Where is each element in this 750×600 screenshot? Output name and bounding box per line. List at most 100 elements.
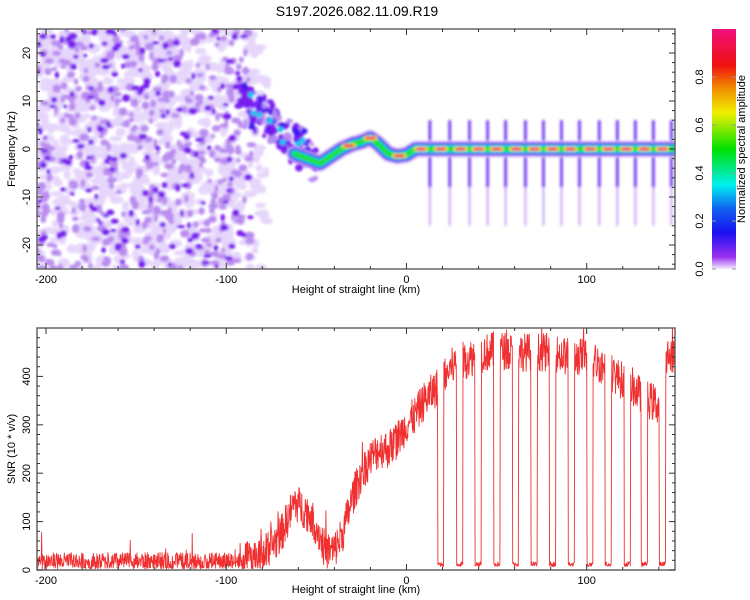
scatter-blob: [283, 132, 292, 139]
noise-blob: [211, 108, 216, 115]
noise-blob: [173, 257, 188, 268]
noise-blob: [52, 139, 59, 150]
scatter-blob: [241, 92, 247, 101]
colorbar-tick-label: 0.2: [694, 213, 706, 228]
scatter-blob: [279, 139, 286, 146]
noise-blob: [106, 209, 115, 216]
scatter-blob: [285, 118, 293, 124]
noise-blob: [60, 82, 68, 90]
noise-blob: [242, 66, 249, 74]
noise-blob: [137, 68, 143, 73]
noise-blob: [135, 168, 144, 177]
noise-blob: [107, 235, 115, 243]
noise-blob: [119, 152, 127, 159]
noise-blob: [228, 176, 234, 182]
x-tick-label: 100: [578, 575, 596, 587]
noise-blob: [99, 182, 110, 193]
noise-blob: [98, 133, 104, 139]
noise-blob: [224, 66, 235, 75]
noise-blob: [52, 243, 58, 249]
noise-blob: [176, 224, 186, 229]
noise-blob: [56, 211, 65, 221]
signal-track: [286, 120, 675, 226]
noise-blob: [104, 158, 110, 165]
noise-blob: [118, 107, 128, 117]
snr-y-axis-label: SNR (10 * v/v): [6, 414, 18, 484]
noise-blob: [38, 40, 51, 49]
noise-blob: [123, 119, 130, 128]
noise-blob: [206, 145, 212, 151]
noise-blob: [211, 100, 222, 107]
noise-blob: [255, 184, 267, 194]
noise-blob: [205, 136, 213, 143]
noise-blob: [201, 261, 211, 265]
noise-blob: [157, 121, 165, 128]
noise-blob: [109, 228, 117, 233]
noise-blob: [217, 86, 222, 93]
noise-blob: [88, 203, 94, 210]
noise-blob: [96, 204, 103, 214]
noise-blob: [72, 138, 80, 143]
noise-blob: [210, 260, 220, 265]
noise-blob: [60, 96, 66, 103]
noise-blob: [253, 74, 266, 83]
noise-blob: [193, 150, 199, 158]
scatter-blob: [256, 111, 263, 118]
noise-blob: [37, 42, 42, 48]
noise-blob: [208, 150, 216, 158]
track-spur: [448, 187, 451, 226]
noise-blob: [57, 124, 71, 132]
noise-blob: [46, 173, 53, 182]
noise-blob: [233, 177, 247, 184]
noise-blob: [179, 49, 184, 58]
noise-blob: [218, 205, 227, 210]
noise-blob: [37, 199, 43, 204]
noise-blob: [235, 214, 246, 219]
noise-blob: [67, 95, 76, 103]
noise-blob: [52, 50, 62, 56]
noise-blob: [94, 62, 101, 68]
noise-blob: [91, 29, 99, 36]
noise-blob: [175, 184, 181, 192]
noise-blob: [54, 206, 61, 211]
noise-blob: [54, 71, 60, 79]
noise-blob: [211, 29, 220, 34]
noise-blob: [217, 179, 223, 185]
track-spur: [428, 187, 431, 226]
noise-blob: [122, 94, 131, 102]
noise-blob: [143, 93, 150, 100]
track-spur: [504, 187, 507, 226]
noise-blob: [218, 41, 225, 50]
noise-blob: [39, 148, 49, 153]
noise-blob: [106, 154, 112, 160]
noise-blob: [217, 29, 228, 34]
noise-blob: [160, 172, 169, 178]
noise-blob: [159, 255, 170, 262]
noise-blob: [59, 117, 66, 124]
noise-blob: [102, 241, 110, 246]
noise-blob: [134, 244, 141, 250]
noise-blob: [255, 202, 267, 208]
noise-blob: [81, 29, 87, 35]
noise-blob: [194, 93, 204, 102]
x-tick-label: -200: [35, 575, 57, 587]
noise-blob: [208, 75, 217, 81]
noise-blob: [60, 64, 67, 69]
noise-blob: [121, 226, 130, 233]
noise-blob: [207, 95, 215, 100]
track-spur: [616, 187, 619, 226]
noise-blob: [75, 56, 86, 65]
noise-blob: [183, 147, 192, 154]
noise-blob: [160, 209, 171, 217]
noise-blob: [170, 113, 180, 118]
noise-blob: [231, 33, 239, 40]
noise-blob: [69, 90, 75, 98]
noise-blob: [167, 207, 173, 213]
noise-blob: [64, 53, 73, 61]
noise-blob: [109, 177, 117, 183]
noise-blob: [198, 207, 205, 215]
scatter-blob: [250, 110, 257, 117]
noise-blob: [169, 74, 177, 84]
noise-blob: [37, 241, 46, 246]
noise-blob: [40, 161, 47, 169]
